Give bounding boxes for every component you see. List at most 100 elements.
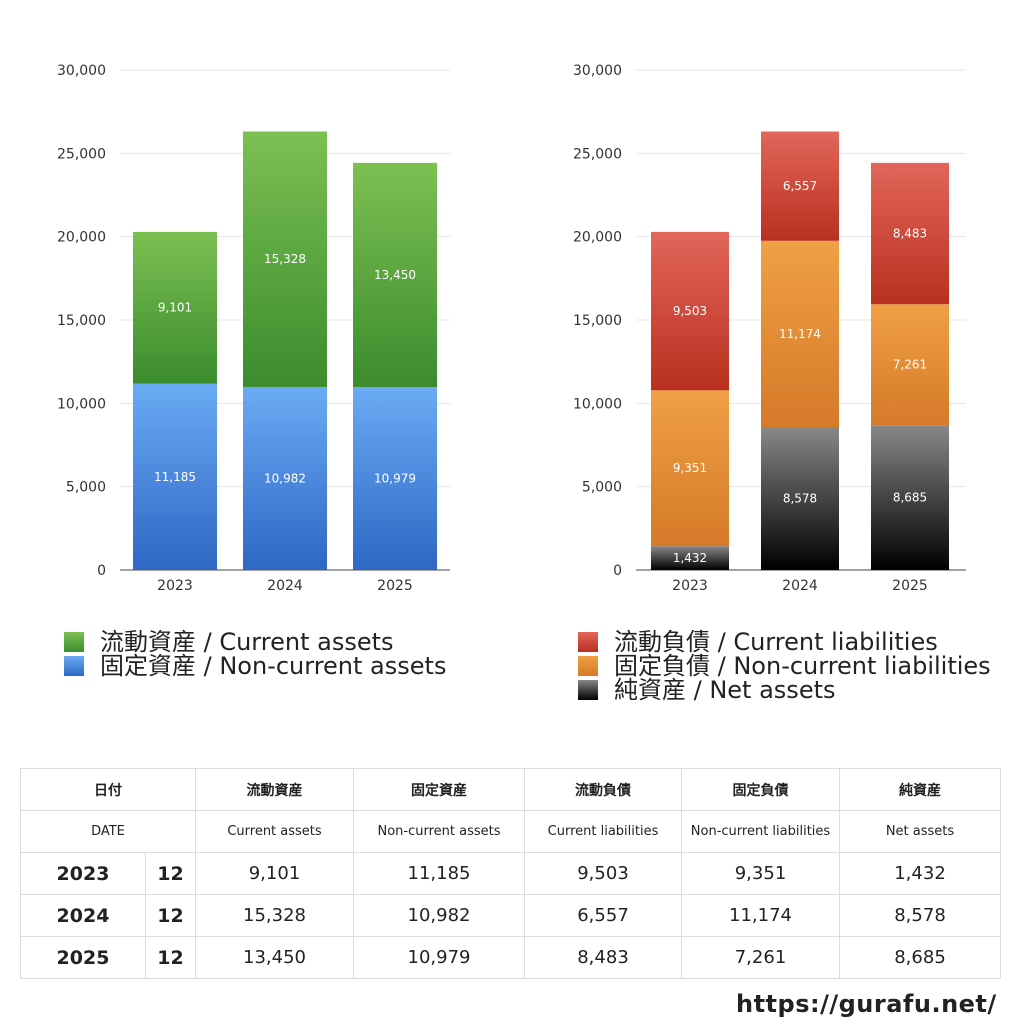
bar-segment — [243, 386, 327, 570]
y-tick-label: 10,000 — [573, 396, 622, 412]
x-tick-label: 2024 — [267, 578, 303, 594]
y-tick-label: 15,000 — [573, 313, 622, 329]
bar-segment — [353, 162, 437, 388]
header-non-current-assets-en: Non-current assets — [353, 810, 525, 853]
data-label: 8,685 — [893, 491, 927, 505]
bar-segment — [871, 304, 949, 426]
legend-item-current-assets: 流動資産 / Current assets — [64, 630, 446, 654]
x-tick-label: 2025 — [377, 578, 413, 594]
bar-segment — [243, 131, 327, 387]
y-tick-label: 10,000 — [57, 396, 106, 412]
financial-data-table: 日付 流動資産 固定資産 流動負債 固定負債 純資産 DATE Current … — [20, 768, 1001, 979]
site-url: https://gurafu.net/ — [736, 990, 997, 1018]
bar-segment — [651, 546, 729, 570]
data-label: 10,982 — [264, 471, 306, 485]
row-year: 2023 — [20, 852, 146, 895]
y-tick-label: 15,000 — [57, 313, 106, 329]
bar-segment — [133, 383, 217, 570]
x-tick-label: 2024 — [782, 578, 818, 594]
data-label: 6,557 — [783, 179, 817, 193]
legend-swatch-red — [578, 632, 598, 652]
y-tick-label: 30,000 — [57, 63, 106, 79]
table-header-en: DATE Current assets Non-current assets C… — [20, 810, 1001, 853]
header-date-en: DATE — [20, 810, 196, 853]
row-year: 2024 — [20, 894, 146, 937]
header-net-assets-jp: 純資産 — [839, 768, 1001, 811]
cell-non-current-liabilities: 9,351 — [681, 852, 840, 895]
y-tick-label: 5,000 — [66, 480, 106, 496]
bar-segment — [761, 427, 839, 570]
cell-net-assets: 1,432 — [839, 852, 1001, 895]
charts-canvas: 0 5,000 10,000 15,000 20,000 25,000 30,000 2023… — [57, 63, 966, 594]
y-tick-label: 25,000 — [57, 146, 106, 162]
header-non-current-liabilities-en: Non-current liabilities — [681, 810, 840, 853]
legend-label: 固定負債 / Non-current liabilities — [614, 652, 991, 680]
data-label: 9,503 — [673, 304, 707, 318]
cell-net-assets: 8,578 — [839, 894, 1001, 937]
legend-swatch-black — [578, 680, 598, 700]
cell-current-assets: 13,450 — [195, 936, 354, 979]
table-header-jp: 日付 流動資産 固定資産 流動負債 固定負債 純資産 — [20, 768, 1001, 811]
legend-swatch-orange — [578, 656, 598, 676]
legend-swatch-green — [64, 632, 84, 652]
table-row: 2025 12 13,450 10,979 8,483 7,261 8,685 — [20, 936, 1001, 979]
cell-non-current-liabilities: 7,261 — [681, 936, 840, 979]
y-tick-label: 0 — [613, 563, 622, 579]
row-month: 12 — [145, 894, 196, 937]
cell-non-current-assets: 10,982 — [353, 894, 525, 937]
y-tick-label: 20,000 — [57, 230, 106, 246]
cell-net-assets: 8,685 — [839, 936, 1001, 979]
bar-segment — [651, 231, 729, 391]
y-tick-label: 0 — [97, 563, 106, 579]
row-month: 12 — [145, 852, 196, 895]
bar-segment — [761, 131, 839, 241]
table-row: 2024 12 15,328 10,982 6,557 11,174 8,578 — [20, 894, 1001, 937]
y-tick-label: 5,000 — [582, 480, 622, 496]
row-year: 2025 — [20, 936, 146, 979]
legend-item-net-assets: 純資産 / Net assets — [578, 678, 991, 702]
data-label: 9,351 — [673, 461, 707, 475]
bar-segment — [761, 240, 839, 428]
data-label: 7,261 — [893, 358, 927, 372]
data-label: 8,578 — [783, 492, 817, 506]
data-label: 9,101 — [158, 301, 192, 315]
y-tick-label: 20,000 — [573, 230, 622, 246]
y-tick-label: 25,000 — [573, 146, 622, 162]
legend-item-non-current-assets: 固定資産 / Non-current assets — [64, 654, 446, 678]
cell-current-assets: 15,328 — [195, 894, 354, 937]
x-tick-label: 2025 — [892, 578, 928, 594]
header-net-assets-en: Net assets — [839, 810, 1001, 853]
legend-label: 純資産 / Net assets — [614, 676, 836, 704]
y-tick-label: 30,000 — [573, 63, 622, 79]
legend-label: 流動負債 / Current liabilities — [614, 628, 938, 656]
row-month: 12 — [145, 936, 196, 979]
cell-non-current-assets: 11,185 — [353, 852, 525, 895]
legend-item-non-current-liabilities: 固定負債 / Non-current liabilities — [578, 654, 991, 678]
data-label: 8,483 — [893, 227, 927, 241]
header-current-assets-en: Current assets — [195, 810, 354, 853]
header-current-assets-jp: 流動資産 — [195, 768, 354, 811]
legend-label: 固定資産 / Non-current assets — [100, 652, 447, 680]
assets-chart: 0 5,000 10,000 15,000 20,000 25,000 30,000 2023… — [57, 63, 450, 594]
cell-current-liabilities: 9,503 — [524, 852, 682, 895]
x-tick-label: 2023 — [157, 578, 193, 594]
data-label: 13,450 — [374, 268, 416, 282]
data-label: 15,328 — [264, 252, 306, 266]
data-label: 10,979 — [374, 472, 416, 486]
cell-current-liabilities: 8,483 — [524, 936, 682, 979]
legend-left: 流動資産 / Current assets 固定資産 / Non-current… — [64, 630, 446, 678]
header-date-jp: 日付 — [20, 768, 196, 811]
data-label: 11,185 — [154, 470, 196, 484]
cell-non-current-assets: 10,979 — [353, 936, 525, 979]
bar-segment — [133, 231, 217, 384]
bar-segment — [651, 390, 729, 547]
data-label: 1,432 — [673, 551, 707, 565]
header-non-current-assets-jp: 固定資産 — [353, 768, 525, 811]
bar-segment — [353, 387, 437, 570]
legend-item-current-liabilities: 流動負債 / Current liabilities — [578, 630, 991, 654]
header-current-liabilities-jp: 流動負債 — [524, 768, 682, 811]
legend-label: 流動資産 / Current assets — [100, 628, 394, 656]
cell-current-liabilities: 6,557 — [524, 894, 682, 937]
header-non-current-liabilities-jp: 固定負債 — [681, 768, 840, 811]
bar-segment — [871, 425, 949, 570]
